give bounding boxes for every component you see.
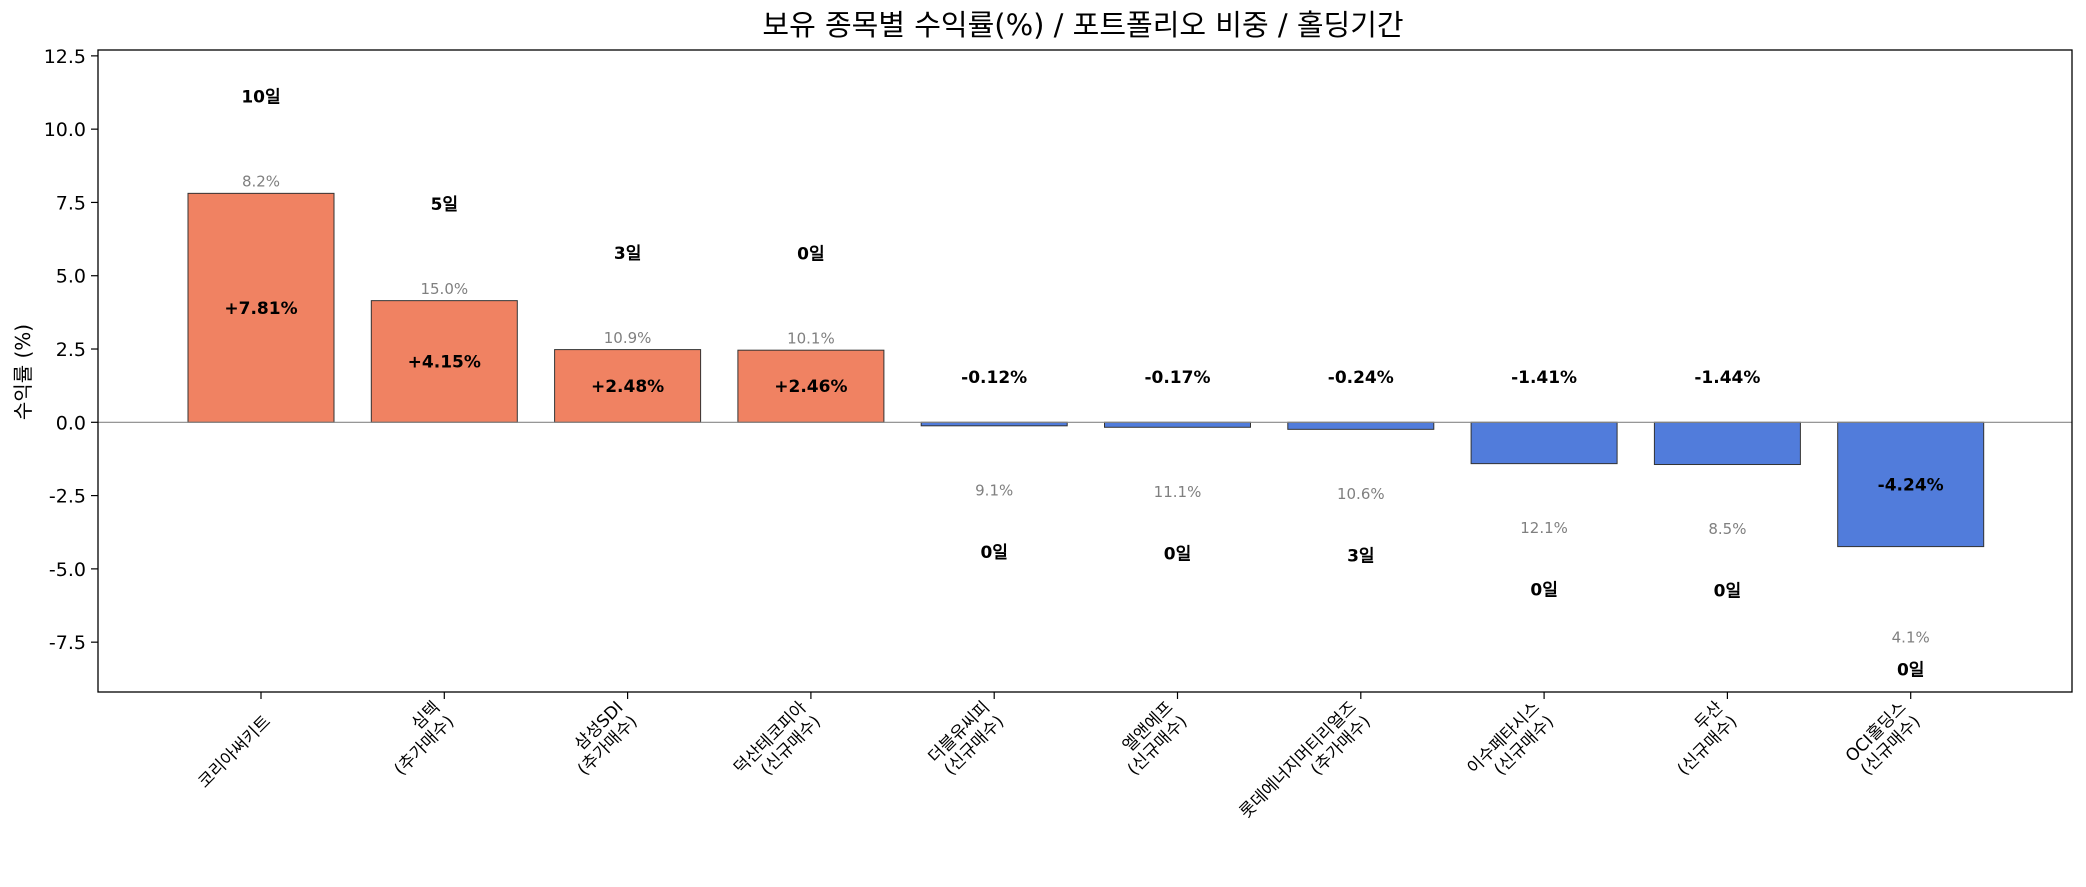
y-axis-label: 수익률 (%) <box>11 324 35 420</box>
return-label: -0.17% <box>1144 368 1210 388</box>
y-tick-label: -5.0 <box>49 559 86 581</box>
bars-layer <box>187 192 1985 548</box>
y-tick-label: 5.0 <box>56 266 86 288</box>
x-tick-label: OCI홀딩스(신규매수) <box>1842 698 1925 781</box>
bar <box>187 192 335 423</box>
x-tick-label: 엘앤에프(신규매수) <box>1110 698 1192 780</box>
return-label: -4.24% <box>1878 475 1944 495</box>
return-label: +7.81% <box>224 299 297 319</box>
bar <box>370 300 518 423</box>
labels-layer: +7.81% 8.2% 10일 +4.15% 15.0% 5일 +2.48% 10.9% 3일 +… <box>224 88 1943 681</box>
bar <box>1470 421 1618 465</box>
holding-label: 3일 <box>1347 546 1374 566</box>
return-label: +4.15% <box>408 352 481 372</box>
y-tick-label: 7.5 <box>56 192 86 214</box>
holding-label: 0일 <box>797 244 824 264</box>
holding-label: 0일 <box>1714 582 1741 602</box>
return-label: +2.46% <box>774 377 847 397</box>
x-tick-label: 두산(신규매수) <box>1660 697 1742 779</box>
x-tick-label: 덕산테코피아(신규매수) <box>730 697 825 792</box>
return-label: -1.44% <box>1694 368 1760 388</box>
weight-label: 9.1% <box>975 481 1013 499</box>
weight-label: 10.6% <box>1337 485 1385 503</box>
bar <box>1104 421 1251 428</box>
holding-label: 0일 <box>1164 544 1191 564</box>
weight-label: 11.1% <box>1154 483 1202 501</box>
x-tick-label: 삼성SDI(추가매수) <box>560 698 642 780</box>
bar <box>554 349 702 423</box>
weight-label: 12.1% <box>1520 519 1568 537</box>
return-label: +2.48% <box>591 377 664 397</box>
holding-label: 10일 <box>241 88 280 108</box>
x-tick-label: 롯데에너지머티리얼즈(추가매수) <box>1236 698 1375 837</box>
return-label: -1.41% <box>1511 368 1577 388</box>
weight-label: 8.2% <box>242 173 280 191</box>
holding-label: 0일 <box>1897 661 1924 681</box>
holding-label: 5일 <box>431 195 458 215</box>
bar <box>1287 421 1435 430</box>
chart-title: 보유 종목별 수익률(%) / 포트폴리오 비중 / 홀딩기간 <box>762 8 1403 42</box>
x-tick-label: 코리아써키트 <box>195 712 275 792</box>
plot-frame <box>97 49 2073 693</box>
y-tick-label: -2.5 <box>49 486 86 508</box>
x-tick-label-line: 코리아써키트 <box>195 712 275 792</box>
weight-label: 4.1% <box>1892 628 1930 646</box>
bar <box>737 349 885 423</box>
x-tick-label-line: 롯데에너지머티리얼즈 <box>1236 698 1361 823</box>
bar <box>1837 421 1985 548</box>
x-tick-label: 더블유씨피(신규매수) <box>925 698 1009 782</box>
weight-label: 10.1% <box>787 329 835 347</box>
return-label: -0.12% <box>961 368 1027 388</box>
weight-label: 8.5% <box>1708 520 1746 538</box>
weight-label: 15.0% <box>420 280 468 298</box>
holding-label: 3일 <box>614 244 641 264</box>
weight-label: 10.9% <box>604 329 652 347</box>
bar <box>1653 421 1801 466</box>
y-tick-label: 10.0 <box>44 119 86 141</box>
holding-label: 0일 <box>980 543 1007 563</box>
return-label: -0.24% <box>1328 368 1394 388</box>
holding-label: 0일 <box>1530 581 1557 601</box>
y-tick-label: 12.5 <box>44 46 86 68</box>
x-tick-label: 심텍(추가매수) <box>376 698 458 780</box>
y-tick-label: 2.5 <box>56 339 86 361</box>
y-tick-label: 0.0 <box>56 412 86 434</box>
x-tick-label: 이수페타시스(신규매수) <box>1463 698 1558 793</box>
y-tick-label: -7.5 <box>49 632 86 654</box>
